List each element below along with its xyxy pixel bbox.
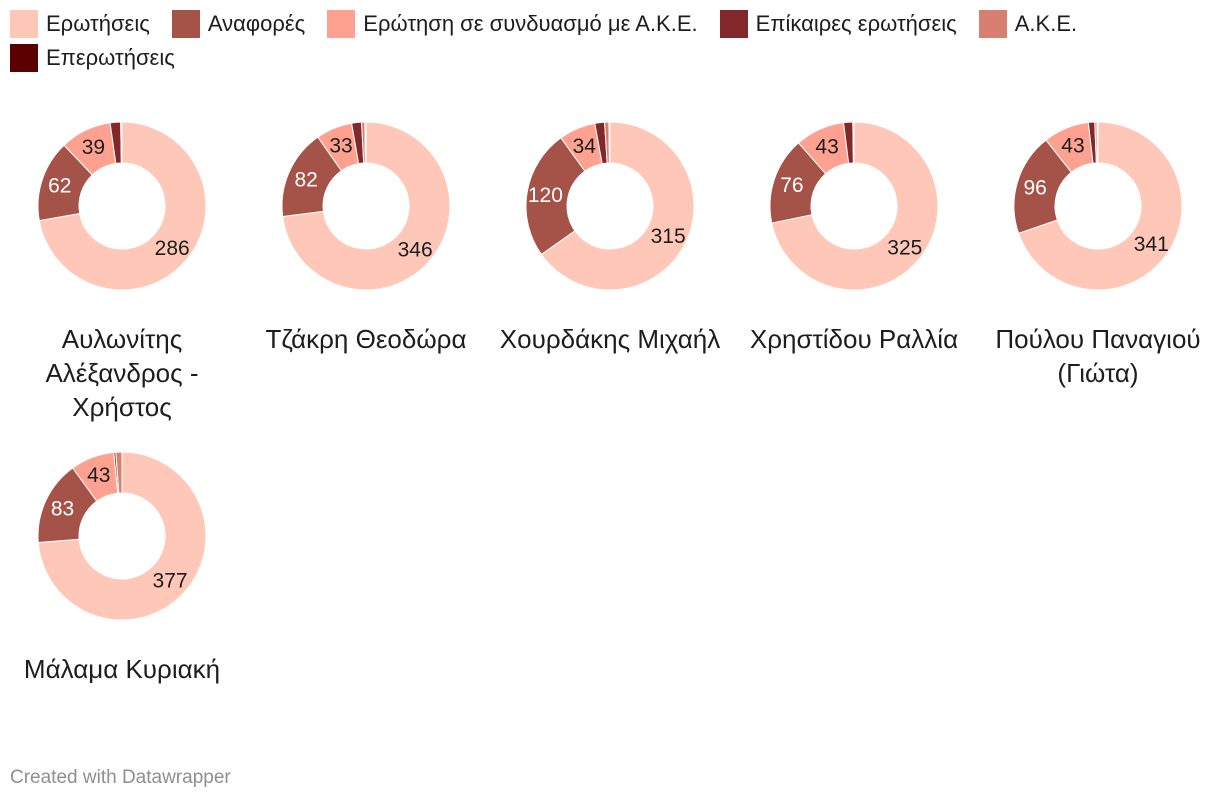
donut-svg: 315 120 34	[525, 122, 695, 291]
legend-label: Ερώτηση σε συνδυασμό με Α.Κ.Ε.	[363, 11, 698, 36]
donut-charts-grid: 286 62 39 Αυλωνίτης Αλέξανδρος - Χρήστος 3…	[0, 122, 1220, 684]
donut-chart: 325 76 43 Χρηστίδου Ραλλία	[732, 122, 976, 442]
legend-label: Επίκαιρες ερωτήσεις	[755, 11, 957, 36]
donut-value-label: 39	[82, 136, 105, 159]
donut-slice	[608, 122, 611, 164]
donut-svg: 346 82 33	[281, 122, 451, 291]
legend: Ερωτήσεις Αναφορές Ερώτηση σε συνδυασμό …	[10, 10, 1210, 72]
legend-label: Ερωτήσεις	[46, 11, 150, 36]
donut-slice	[38, 122, 207, 291]
donut-title: Πούλου Παναγιού (Γιώτα)	[995, 324, 1201, 388]
donut-svg: 325 76 43	[769, 122, 939, 291]
legend-label: Επερωτήσεις	[46, 45, 175, 70]
donut-value-label: 83	[51, 497, 74, 520]
donut-chart: 346 82 33 Τζάκρη Θεοδώρα	[244, 122, 488, 442]
donut-svg: 286 62 39	[37, 122, 207, 291]
legend-swatch	[327, 10, 356, 38]
donut-value-label: 341	[1134, 233, 1169, 256]
donut-chart: 315 120 34 Χουρδάκης Μιχαήλ	[488, 122, 732, 442]
donut-slice	[282, 122, 451, 291]
legend-item-epikaires: Επίκαιρες ερωτήσεις	[719, 10, 957, 38]
legend-swatch	[10, 10, 38, 38]
donut-value-label: 325	[887, 236, 922, 259]
donut-title: Τζάκρη Θεοδώρα	[265, 324, 467, 354]
legend-item-erotiseis: Ερωτήσεις	[10, 10, 150, 38]
donut-slice	[37, 452, 207, 621]
donut-value-label: 43	[87, 464, 110, 487]
donut-value-label: 43	[1061, 134, 1084, 157]
donut-slice	[115, 452, 123, 494]
donut-title: Μάλαμα Κυριακή	[23, 654, 221, 684]
donut-value-label: 377	[153, 570, 188, 593]
donut-svg: 341 96 43	[1013, 122, 1183, 291]
legend-item-erotisi-ake: Ερώτηση σε συνδυασμό με Α.Κ.Ε.	[327, 10, 698, 38]
donut-slice	[540, 122, 695, 291]
donut-value-label: 76	[780, 174, 803, 197]
legend-swatch	[171, 10, 200, 38]
donut-chart: 377 83 43 Μάλαμα Κυριακή	[0, 452, 244, 772]
legend-item-ake: Α.Κ.Ε.	[978, 10, 1078, 38]
donut-value-label: 315	[651, 225, 686, 248]
donut-value-label: 33	[329, 134, 352, 157]
donut-chart: 286 62 39 Αυλωνίτης Αλέξανδρος - Χρήστος	[0, 122, 244, 442]
donut-value-label: 120	[528, 184, 563, 207]
donut-title: Χρηστίδου Ραλλία	[749, 324, 959, 354]
donut-title: Χουρδάκης Μιχαήλ	[499, 324, 721, 354]
donut-value-label: 62	[48, 175, 71, 198]
donut-svg: 377 83 43	[37, 452, 207, 621]
donut-slice	[525, 137, 586, 256]
donut-chart: 341 96 43 Πούλου Παναγιού (Γιώτα)	[976, 122, 1220, 442]
donut-slice	[364, 122, 367, 164]
donut-title: Αυλωνίτης Αλέξανδρος - Χρήστος	[45, 324, 199, 422]
donut-slice	[852, 122, 855, 164]
legend-item-anafores: Αναφορές	[171, 10, 306, 38]
donut-value-label: 286	[155, 237, 190, 260]
donut-value-label: 346	[398, 238, 433, 261]
donut-value-label: 82	[294, 168, 317, 191]
donut-slice	[771, 122, 939, 291]
donut-value-label: 43	[815, 135, 838, 158]
legend-swatch	[719, 10, 748, 38]
donut-value-label: 34	[573, 135, 597, 158]
legend-swatch	[10, 44, 38, 72]
footer-credit: Created with Datawrapper	[10, 767, 231, 788]
legend-label: Α.Κ.Ε.	[1014, 11, 1078, 36]
legend-label: Αναφορές	[207, 11, 306, 36]
donut-value-label: 96	[1023, 177, 1046, 200]
legend-item-eperotiseis: Επερωτήσεις	[10, 44, 175, 72]
donut-slice	[1017, 122, 1183, 291]
donut-slice	[1096, 122, 1099, 164]
legend-swatch	[978, 10, 1007, 38]
donut-slice	[120, 122, 123, 164]
